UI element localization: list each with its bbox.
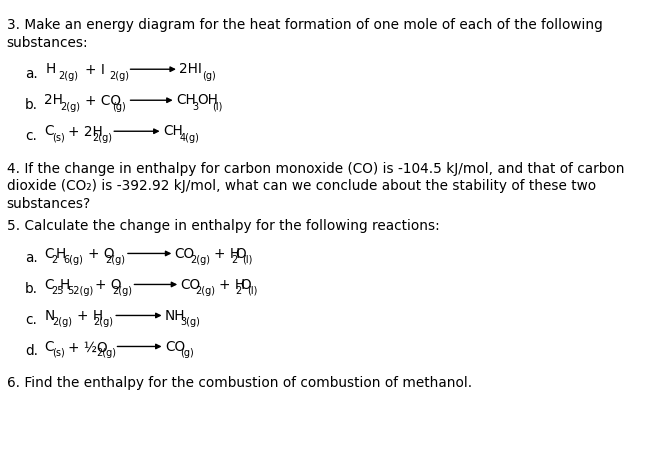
Text: (g): (g) [112, 101, 126, 111]
Text: 2(g): 2(g) [190, 254, 211, 264]
Text: C: C [44, 246, 54, 260]
Text: substances:: substances: [7, 35, 88, 50]
Text: 3. Make an energy diagram for the heat formation of one mole of each of the foll: 3. Make an energy diagram for the heat f… [7, 18, 602, 32]
Text: + H: + H [219, 278, 245, 292]
Text: CO: CO [175, 246, 195, 260]
Text: substances?: substances? [7, 196, 91, 210]
Text: a.: a. [25, 251, 38, 264]
Text: 3(g): 3(g) [181, 316, 200, 326]
Text: + H: + H [214, 247, 240, 261]
Text: CO: CO [165, 339, 185, 353]
Text: 2(g): 2(g) [52, 316, 72, 326]
Text: (g): (g) [202, 71, 216, 81]
Text: O: O [240, 277, 250, 291]
Text: H: H [56, 246, 67, 260]
Text: 2(g): 2(g) [106, 254, 126, 264]
Text: CO: CO [181, 277, 201, 291]
Text: b.: b. [25, 282, 38, 295]
Text: 52(g): 52(g) [67, 285, 93, 295]
Text: c.: c. [25, 129, 37, 142]
Text: 4. If the change in enthalpy for carbon monoxide (CO) is -104.5 kJ/mol, and that: 4. If the change in enthalpy for carbon … [7, 162, 624, 176]
Text: d.: d. [25, 344, 38, 357]
Text: + ½O: + ½O [68, 340, 108, 354]
Text: (l): (l) [243, 254, 253, 264]
Text: 2(g): 2(g) [110, 71, 130, 81]
Text: 2(g): 2(g) [112, 285, 132, 295]
Text: + H: + H [77, 309, 103, 323]
Text: 2: 2 [52, 254, 58, 264]
Text: 5. Calculate the change in enthalpy for the following reactions:: 5. Calculate the change in enthalpy for … [7, 218, 439, 233]
Text: 2(g): 2(g) [93, 132, 113, 142]
Text: C: C [44, 339, 54, 353]
Text: + O: + O [88, 247, 115, 261]
Text: H: H [46, 62, 56, 76]
Text: dioxide (CO₂) is -392.92 kJ/mol, what can we conclude about the stability of the: dioxide (CO₂) is -392.92 kJ/mol, what ca… [7, 179, 596, 193]
Text: CH: CH [176, 93, 196, 107]
Text: C: C [44, 277, 54, 291]
Text: O: O [235, 246, 246, 260]
Text: 2HI: 2HI [179, 62, 202, 76]
Text: 2(g): 2(g) [61, 101, 81, 111]
Text: c.: c. [25, 313, 37, 326]
Text: C: C [44, 124, 54, 138]
Text: (l): (l) [247, 285, 258, 295]
Text: 2(g): 2(g) [96, 347, 116, 357]
Text: (g): (g) [181, 347, 194, 357]
Text: a.: a. [25, 67, 38, 81]
Text: 2H: 2H [44, 93, 63, 107]
Text: (l): (l) [213, 101, 223, 111]
Text: 3: 3 [192, 101, 198, 111]
Text: CH: CH [163, 124, 183, 138]
Text: 2(g): 2(g) [93, 316, 113, 326]
Text: 2: 2 [235, 285, 242, 295]
Text: + 2H: + 2H [68, 125, 102, 139]
Text: 4(g): 4(g) [179, 132, 199, 142]
Text: + O: + O [95, 278, 121, 292]
Text: 2(g): 2(g) [58, 71, 78, 81]
Text: 2(g): 2(g) [196, 285, 216, 295]
Text: b.: b. [25, 98, 38, 111]
Text: + CO: + CO [85, 94, 121, 108]
Text: (s): (s) [52, 132, 65, 142]
Text: H: H [60, 277, 70, 291]
Text: 2: 2 [231, 254, 237, 264]
Text: NH: NH [165, 308, 185, 322]
Text: OH: OH [198, 93, 218, 107]
Text: N: N [44, 308, 55, 322]
Text: 6(g): 6(g) [63, 254, 83, 264]
Text: 25: 25 [52, 285, 64, 295]
Text: (s): (s) [52, 347, 65, 357]
Text: 6. Find the enthalpy for the combustion of combustion of methanol.: 6. Find the enthalpy for the combustion … [7, 375, 471, 389]
Text: + I: + I [85, 63, 104, 77]
